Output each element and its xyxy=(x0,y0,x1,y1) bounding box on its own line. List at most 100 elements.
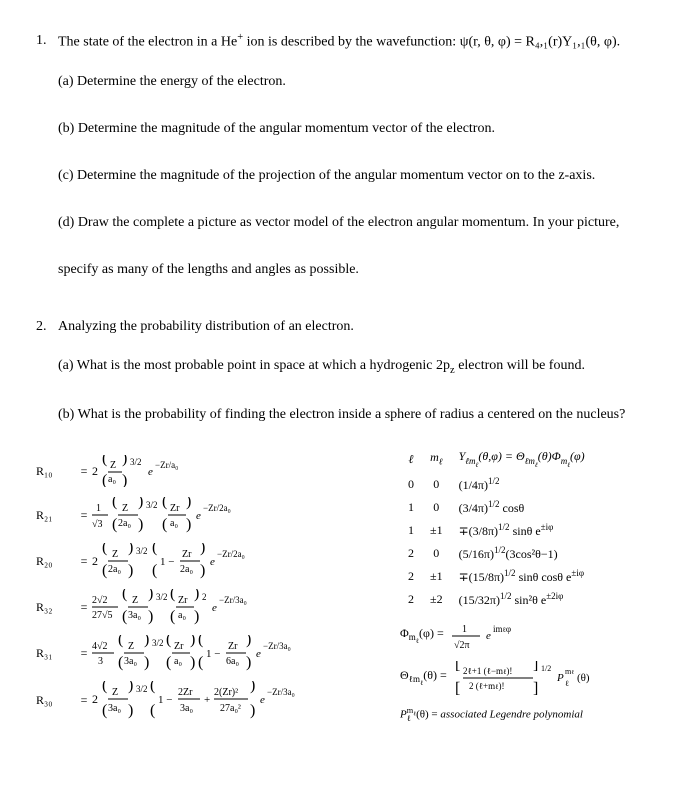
r32-expr: 2√227√5 (( Z3a₀ )) 3/2 (( Zra₀ )) 2 e −Z… xyxy=(92,589,372,625)
svg-text:√3: √3 xyxy=(92,519,103,530)
svg-text:Zr: Zr xyxy=(174,641,184,652)
svg-text:): ) xyxy=(122,455,127,467)
svg-text:(: ( xyxy=(102,681,107,694)
r31-expr: 4√23 (( Z3a₀ )) 3/2 (( Zra₀ )) (( 1 − Zr… xyxy=(92,635,372,671)
radial-row-r30: R₃₀ = 2 (( Z3a₀ )) 3/2 (( 1 − 2Zr3a₀ + 2… xyxy=(36,681,372,719)
svg-text:): ) xyxy=(148,608,153,625)
svg-text:1 −: 1 − xyxy=(160,556,174,568)
q1-wavefn: ψ(r, θ, φ) = R₄,₁(r)Y₁,₁(θ, φ). xyxy=(460,35,620,50)
svg-text:e: e xyxy=(148,466,153,478)
svg-text:a₀: a₀ xyxy=(174,656,182,667)
svg-text:2Zr: 2Zr xyxy=(178,687,193,698)
svg-text:27a₀²: 27a₀² xyxy=(220,703,241,714)
svg-text:3/2: 3/2 xyxy=(156,592,168,602)
r32-label: R₃₂ xyxy=(36,598,76,616)
svg-text:(: ( xyxy=(122,589,127,602)
r20-expr: 2 (( Z2a₀ )) 3/2 (( 1 − Zr2a₀ )) e −Zr/2… xyxy=(92,543,372,579)
svg-text:(: ( xyxy=(118,654,123,671)
table-row: 00(1/4π)1/2 xyxy=(400,473,593,496)
svg-text:1: 1 xyxy=(462,624,467,635)
radial-row-r20: R₂₀ = 2 (( Z2a₀ )) 3/2 (( 1 − Zr2a₀ )) e xyxy=(36,543,372,579)
svg-text:Z: Z xyxy=(112,687,118,698)
svg-text:(: ( xyxy=(166,654,171,671)
r10-expr: 2 (( Za₀ )) 3/2 e −Zr/a₀ xyxy=(92,455,372,487)
svg-text:Z: Z xyxy=(110,460,116,471)
svg-text:): ) xyxy=(190,654,195,671)
svg-text:2ℓ+1 (ℓ−mℓ)!: 2ℓ+1 (ℓ−mℓ)! xyxy=(463,666,512,676)
svg-text:2: 2 xyxy=(92,554,98,568)
svg-text:−Zr/2a₀: −Zr/2a₀ xyxy=(217,549,245,559)
phi-definition: Φmℓ(φ) = 1√2π eimℓφ xyxy=(400,621,664,651)
svg-text:(: ( xyxy=(150,681,155,694)
svg-text:2: 2 xyxy=(202,592,207,602)
radial-row-r10: R₁₀ = 2 (( Za₀ )) 3/2 e −Zr/a₀ xyxy=(36,455,372,487)
svg-text:−Zr/a₀: −Zr/a₀ xyxy=(155,460,178,470)
svg-text:(: ( xyxy=(152,562,157,579)
svg-text:P: P xyxy=(556,672,564,684)
svg-text:): ) xyxy=(128,562,133,579)
svg-text:): ) xyxy=(144,654,149,671)
svg-text:2: 2 xyxy=(92,464,98,478)
formula-area: R₁₀ = 2 (( Za₀ )) 3/2 e −Zr/a₀ R₂₁ = xyxy=(36,445,664,729)
svg-text:2: 2 xyxy=(92,692,98,706)
svg-text:Z: Z xyxy=(112,549,118,560)
svg-text:(: ( xyxy=(152,543,157,556)
svg-text:Z: Z xyxy=(128,641,134,652)
table-header-row: ℓ mℓ Yℓmℓ(θ,φ) = Θℓmℓ(θ)Φmℓ(φ) xyxy=(400,445,593,472)
q2-intro: Analyzing the probability distribution o… xyxy=(58,316,664,337)
svg-text:3: 3 xyxy=(98,656,103,667)
r32-svg: 2√227√5 (( Z3a₀ )) 3/2 (( Zra₀ )) 2 e −Z… xyxy=(92,589,302,625)
eq-sign: = xyxy=(76,462,92,480)
r20-svg: 2 (( Z2a₀ )) 3/2 (( 1 − Zr2a₀ )) e −Zr/2… xyxy=(92,543,312,579)
legendre-note: Pℓmℓ(θ) = associated Legendre polynomial xyxy=(400,705,664,725)
svg-text:): ) xyxy=(190,635,195,648)
svg-text:(: ( xyxy=(112,516,117,533)
svg-text:): ) xyxy=(246,654,251,671)
q2-b: (b) What is the probability of finding t… xyxy=(58,404,664,425)
angular-table: ℓ mℓ Yℓmℓ(θ,φ) = Θℓmℓ(θ)Φmℓ(φ) 00(1/4π)1… xyxy=(400,445,593,610)
angular-column: ℓ mℓ Yℓmℓ(θ,φ) = Θℓmℓ(θ)Φmℓ(φ) 00(1/4π)1… xyxy=(400,445,664,729)
svg-text:): ) xyxy=(246,635,251,648)
svg-text:−Zr/3a₀: −Zr/3a₀ xyxy=(219,595,247,605)
q1-intro-mid: ion is described by the wavefunction: xyxy=(243,35,460,50)
svg-text:): ) xyxy=(200,543,205,556)
svg-text:2√2: 2√2 xyxy=(92,595,108,606)
r21-expr: 1√3 (( Z2a₀ )) 3/2 (( Zra₀ )) e −Zr/2a₀ xyxy=(92,497,372,533)
svg-text:3a₀: 3a₀ xyxy=(124,656,137,667)
q1-c: (c) Determine the magnitude of the proje… xyxy=(58,165,664,186)
svg-text:(: ( xyxy=(112,497,117,510)
svg-text:(: ( xyxy=(118,635,123,648)
svg-text:(: ( xyxy=(122,608,127,625)
svg-text:(: ( xyxy=(102,562,107,579)
svg-text:(: ( xyxy=(102,455,107,467)
radial-row-r31: R₃₁ = 4√23 (( Z3a₀ )) 3/2 (( Zra₀ )) (( … xyxy=(36,635,372,671)
q1-b: (b) Determine the magnitude of the angul… xyxy=(58,118,664,139)
q1-d1: (d) Draw the complete a picture as vecto… xyxy=(58,212,664,233)
svg-text:−Zr/2a₀: −Zr/2a₀ xyxy=(203,503,231,513)
svg-text:1 −: 1 − xyxy=(158,694,172,706)
col-y: Yℓmℓ(θ,φ) = Θℓmℓ(θ)Φmℓ(φ) xyxy=(451,445,593,472)
svg-text:): ) xyxy=(186,497,191,510)
svg-text:1/2: 1/2 xyxy=(541,664,551,673)
svg-text:3a₀: 3a₀ xyxy=(128,610,141,621)
svg-text:): ) xyxy=(148,589,153,602)
col-l: ℓ xyxy=(400,445,422,472)
svg-text:(: ( xyxy=(162,516,167,533)
svg-text:a₀: a₀ xyxy=(178,610,186,621)
svg-text:Zr: Zr xyxy=(170,503,180,514)
radial-column: R₁₀ = 2 (( Za₀ )) 3/2 e −Zr/a₀ R₂₁ = xyxy=(36,445,372,729)
r30-label: R₃₀ xyxy=(36,691,76,709)
svg-text:+: + xyxy=(204,694,210,706)
svg-text:e: e xyxy=(212,602,217,614)
theta-definition: Θℓmℓ(θ) = [[ 2ℓ+1 (ℓ−mℓ)! 2 (ℓ+mℓ)! ]] 1… xyxy=(400,661,664,695)
svg-text:3/2: 3/2 xyxy=(136,684,148,694)
table-row: 1±1∓(3/8π)1/2 sinθ e±iφ xyxy=(400,519,593,542)
table-row: 10(3/4π)1/2 cosθ xyxy=(400,496,593,519)
svg-text:): ) xyxy=(128,543,133,556)
svg-text:[: [ xyxy=(455,661,460,673)
svg-text:): ) xyxy=(250,702,255,719)
svg-text:Zr: Zr xyxy=(182,549,192,560)
svg-text:3a₀: 3a₀ xyxy=(180,703,193,714)
svg-text:27√5: 27√5 xyxy=(92,610,113,621)
svg-text:(: ( xyxy=(102,702,107,719)
